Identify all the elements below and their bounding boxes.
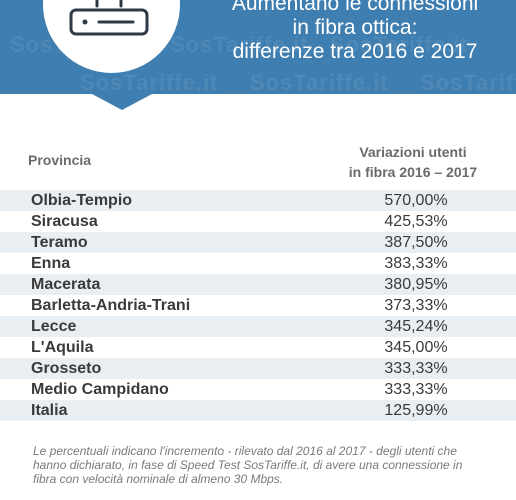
column-header-variation: Variazioni utenti in fibra 2016 – 2017 [330,142,496,182]
value-cell: 425,53% [384,213,448,230]
header-banner: SosTariffe.it SosTariffe.it SosTariffe.i… [0,0,516,94]
province-cell: Italia [31,402,68,419]
value-cell: 333,33% [384,381,448,398]
router-icon [69,0,149,36]
title-line: Aumentano le connessioni [231,0,479,15]
watermark: SosTariffe.it [250,70,389,94]
table-row: Siracusa 425,53% [0,211,516,232]
value-cell: 345,24% [384,318,448,335]
table-row: Barletta-Andria-Trani 373,33% [0,295,516,316]
table-row: Grosseto 333,33% [0,358,516,379]
value-cell: 345,00% [384,339,448,356]
province-cell: Enna [31,255,71,272]
value-cell: 373,33% [384,297,448,314]
title-line: in fibra ottica: [292,16,418,39]
table-row: Enna 383,33% [0,253,516,274]
watermark: SosTariffe.it [420,70,516,94]
province-cell: Macerata [31,276,101,293]
province-cell: Siracusa [31,213,98,230]
value-cell: 383,33% [384,255,448,272]
watermark: SosTariffe.it [170,32,309,57]
value-cell: 333,33% [384,360,448,377]
data-table: Olbia-Tempio 570,00% Siracusa 425,53% Te… [0,190,516,421]
province-cell: Olbia-Tempio [31,192,133,209]
footnote: Le percentuali indicano l'incremento - r… [33,444,463,486]
table-row: L'Aquila 345,00% [0,337,516,358]
province-cell: Barletta-Andria-Trani [31,297,191,314]
table-row-total: Italia 125,99% [0,400,516,421]
province-cell: Medio Campidano [31,381,169,398]
column-header-line: in fibra 2016 – 2017 [348,164,478,180]
column-header-line: Variazioni utenti [359,144,467,160]
value-cell: 387,50% [384,234,448,251]
banner-pointer [92,94,152,110]
value-cell: 125,99% [384,402,448,419]
province-cell: Grosseto [31,360,102,377]
value-cell: 570,00% [384,192,448,209]
column-header-province: Provincia [28,152,92,168]
watermark: SosTariffe.it [80,70,219,94]
title-line: differenze tra 2016 e 2017 [232,40,478,63]
table-row: Macerata 380,95% [0,274,516,295]
province-cell: Teramo [31,234,88,251]
page-title: Aumentano le connessioni in fibra ottica… [210,0,500,64]
province-cell: Lecce [31,318,77,335]
table-row: Teramo 387,50% [0,232,516,253]
value-cell: 380,95% [384,276,448,293]
table-row: Medio Campidano 333,33% [0,379,516,400]
table-row: Olbia-Tempio 570,00% [0,190,516,211]
watermark: SosTariffe.it [330,32,469,57]
table-row: Lecce 345,24% [0,316,516,337]
province-cell: L'Aquila [31,339,94,356]
